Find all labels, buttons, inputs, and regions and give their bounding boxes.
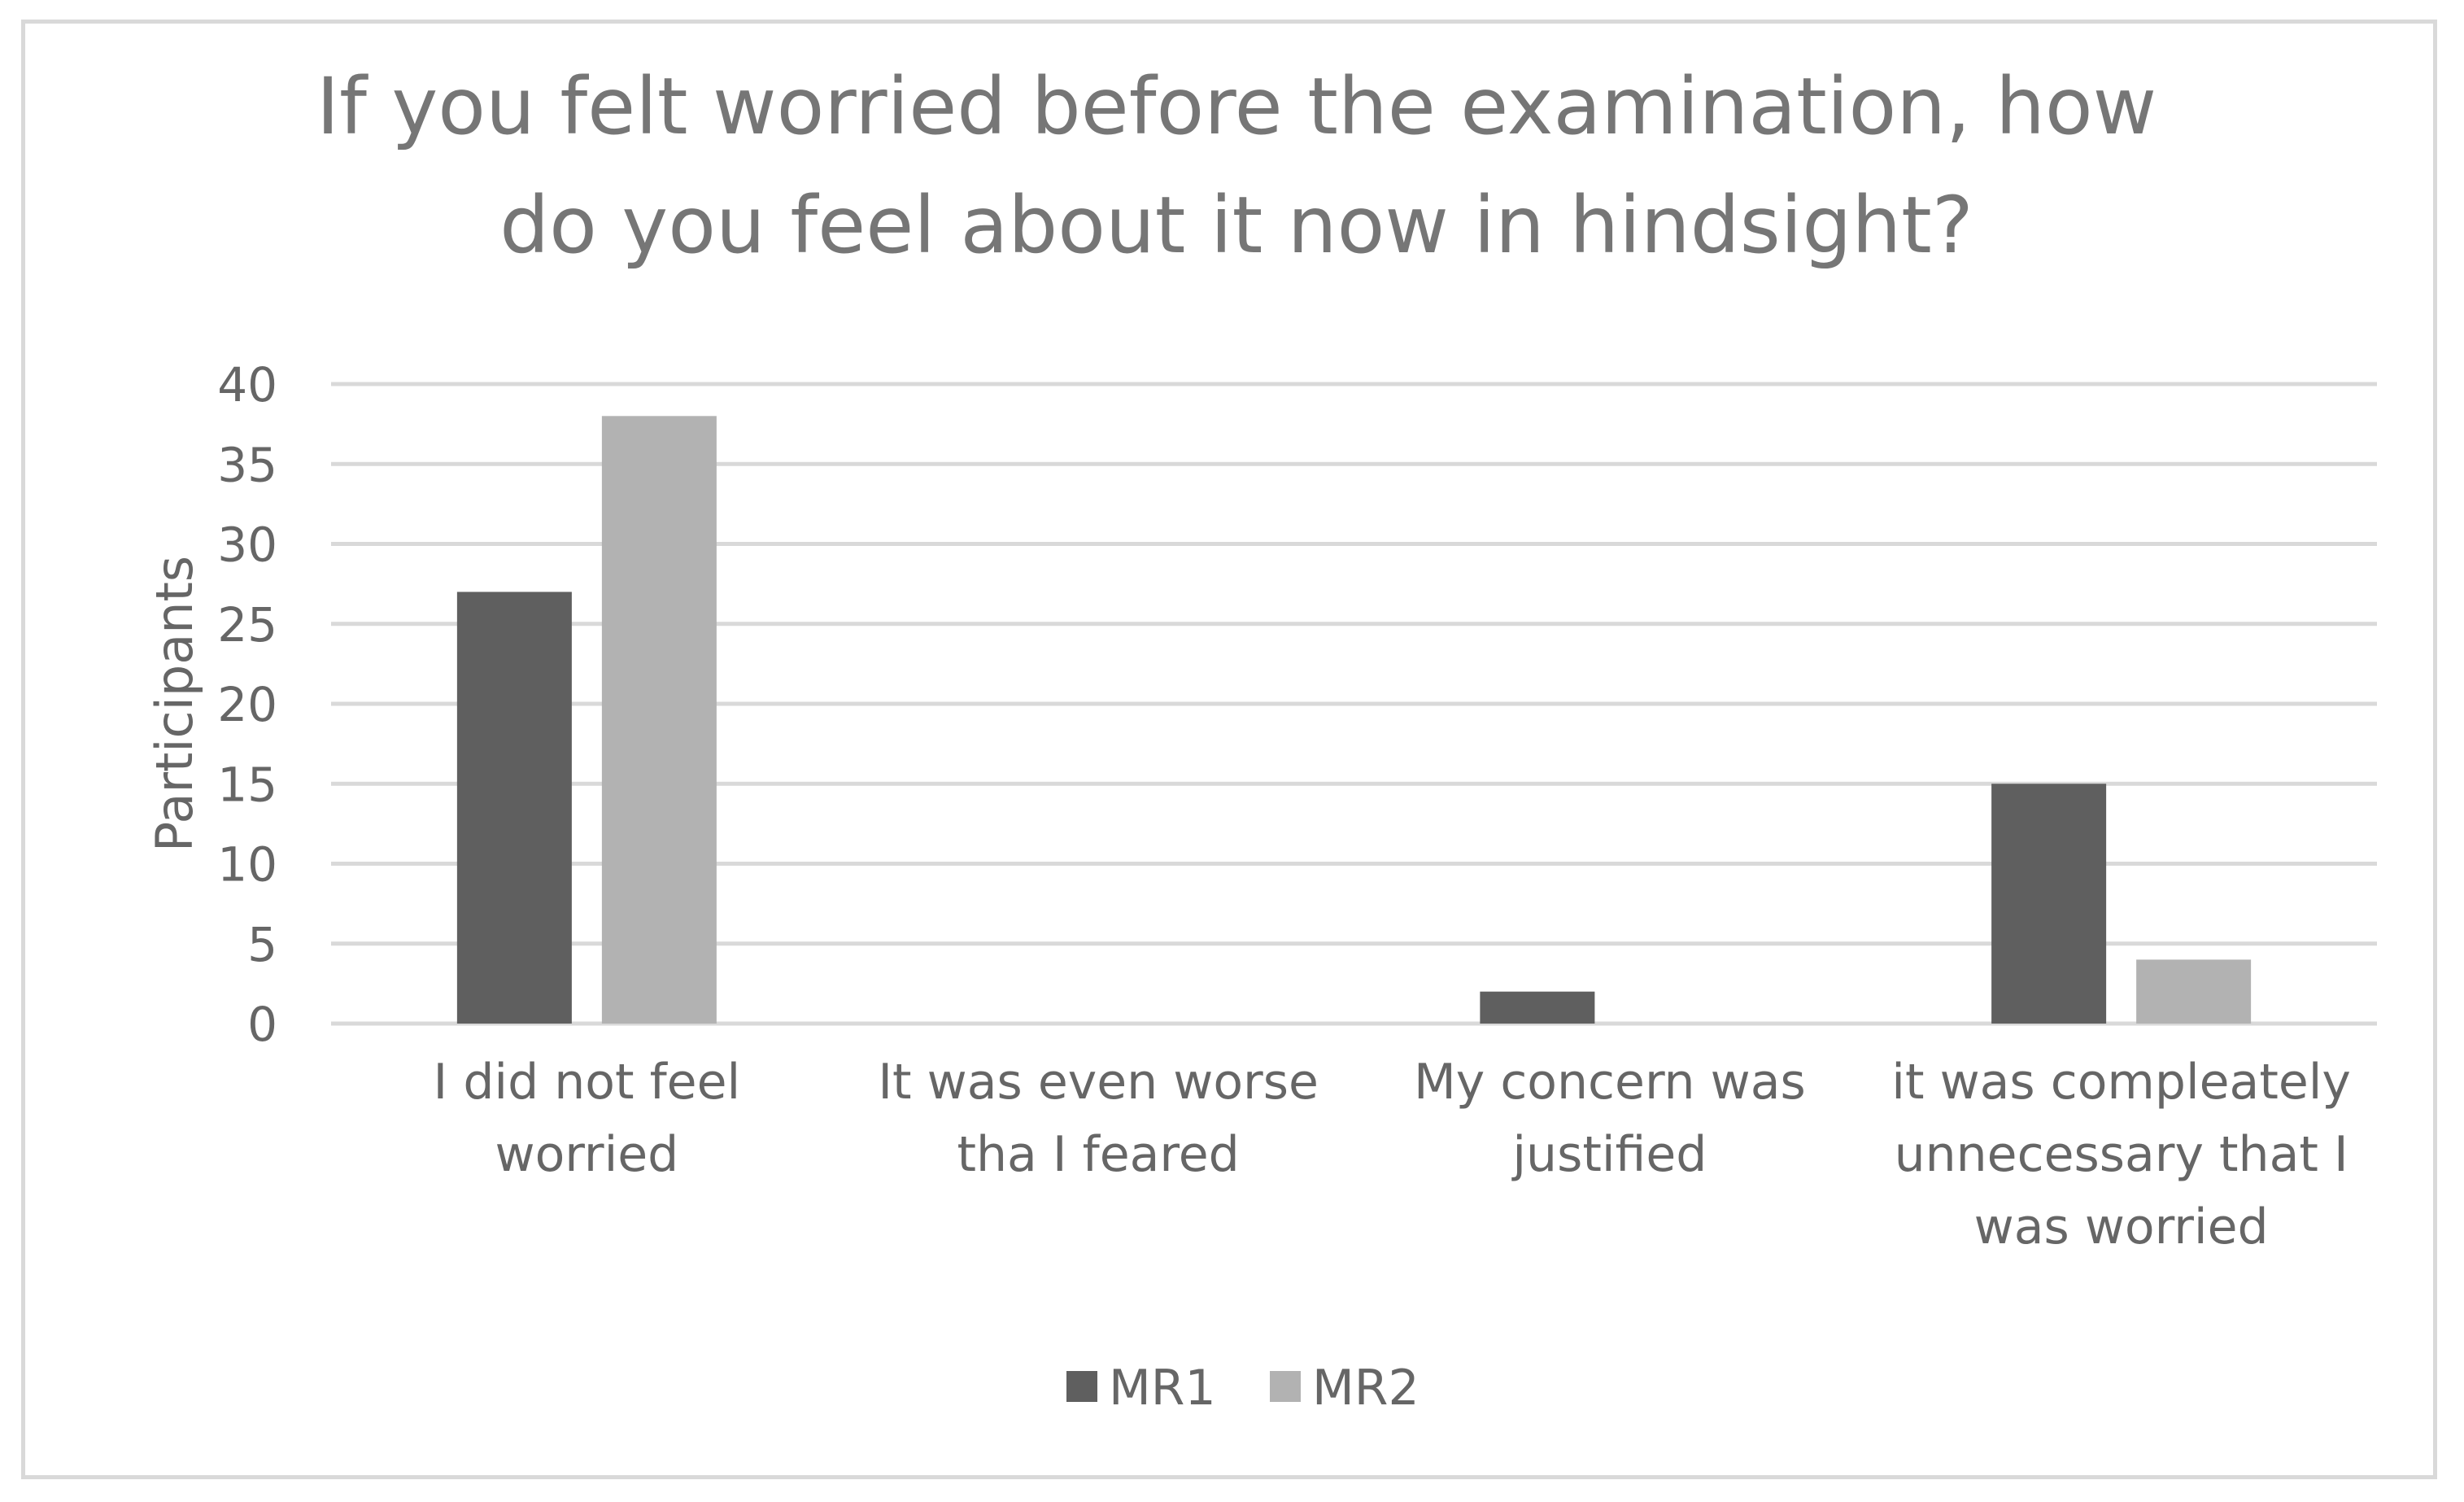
category-label: was worried: [1974, 1199, 2269, 1255]
legend-label-mr2: MR2: [1312, 1360, 1420, 1417]
legend-swatch-mr1: [1066, 1371, 1097, 1402]
chart-title-line: If you felt worried before the examinati…: [316, 61, 2157, 152]
bar-chart: If you felt worried before the examinati…: [145, 61, 2377, 1417]
legend-label-mr1: MR1: [1109, 1360, 1216, 1417]
y-tick-label: 0: [247, 997, 277, 1052]
y-tick-label: 25: [217, 597, 277, 653]
y-tick-label: 5: [247, 917, 277, 972]
y-axis-title: Participants: [145, 556, 204, 852]
y-axis-title-text: Participants: [145, 556, 204, 852]
bar-mr1-3: [1991, 784, 2107, 1024]
category-label: it was compleately: [1891, 1054, 2351, 1111]
y-axis-ticks: 0 5 10 15 20 25 30 35 40: [217, 357, 277, 1052]
chart-title: If you felt worried before the examinati…: [316, 61, 2157, 271]
y-tick-label: 35: [217, 437, 277, 492]
y-tick-label: 40: [217, 357, 277, 413]
bar-mr2-3: [2136, 959, 2252, 1024]
category-label: unnecessary that I: [1895, 1126, 2348, 1183]
bars: [456, 416, 2252, 1024]
x-axis-categories: I did not feel worried It was even worse th…: [434, 1054, 2351, 1255]
bar-mr2-0: [601, 416, 717, 1024]
category-label: justified: [1511, 1126, 1707, 1183]
y-tick-label: 15: [217, 757, 277, 812]
chart-frame: If you felt worried before the examinati…: [21, 20, 2437, 1479]
bar-mr1-2: [1480, 991, 1595, 1024]
y-tick-label: 10: [217, 837, 277, 893]
y-tick-label: 20: [217, 677, 277, 732]
category-label: It was even worse: [878, 1054, 1319, 1111]
legend: MR1 MR2: [1066, 1360, 1420, 1417]
chart-title-line: do you feel about it now in hindsight?: [499, 180, 1973, 271]
category-label: tha I feared: [957, 1126, 1239, 1183]
bar-mr1-0: [456, 592, 572, 1024]
category-label: I did not feel: [434, 1054, 741, 1111]
category-label: worried: [495, 1126, 679, 1183]
legend-swatch-mr2: [1270, 1371, 1301, 1402]
category-label: My concern was: [1414, 1054, 1806, 1111]
y-tick-label: 30: [217, 517, 277, 573]
